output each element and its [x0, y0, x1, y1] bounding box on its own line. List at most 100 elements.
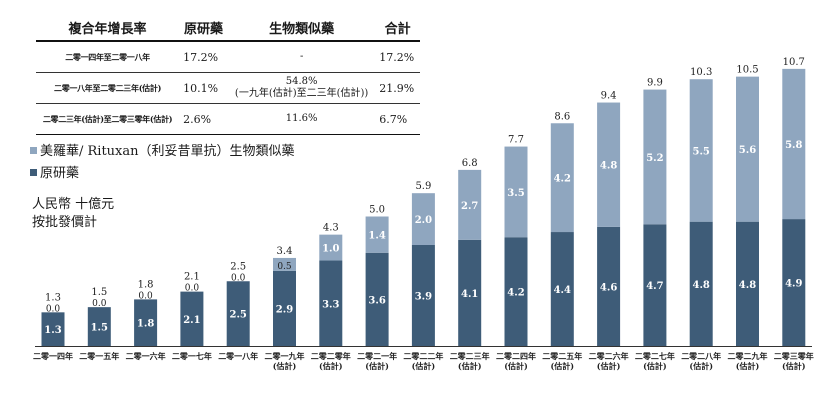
data-label-total: 7.7 — [508, 135, 524, 146]
bar-segment-originator — [504, 237, 528, 346]
data-label-total: 9.9 — [647, 78, 663, 89]
bar-segment-originator — [180, 291, 204, 346]
data-label-originator: 4.6 — [600, 282, 617, 293]
cagr-header-originator: 原研藥 — [179, 14, 229, 42]
cagr-table: 複合年增長率 原研藥 生物類似藥 合計 二零一四年至二零一八年 17.2% - … — [36, 14, 420, 135]
data-label-biosimilar: 4.8 — [600, 161, 617, 172]
data-label-biosimilar: 4.2 — [554, 174, 571, 185]
data-label-originator: 2.9 — [276, 304, 293, 315]
bar-segment-biosimilar — [458, 169, 482, 240]
x-tick-label: 二零一八年 — [218, 351, 258, 361]
data-label-total: 4.3 — [323, 223, 339, 234]
data-label-total: 5.9 — [415, 181, 431, 192]
data-label-originator: 1.8 — [137, 319, 154, 330]
bar-segment-originator — [643, 224, 667, 346]
data-label-total: 5.0 — [369, 205, 385, 216]
cagr-table-row: 二零二三年(估計)至二零三零年(估計) 2.6% 11.6% 6.7% — [36, 103, 420, 135]
bar-segment-originator — [226, 281, 250, 346]
cagr-originator-cell: 2.6% — [179, 103, 229, 135]
bar-segment-originator — [689, 221, 713, 346]
cagr-total-cell: 21.9% — [375, 72, 420, 104]
data-label-biosimilar: 1.0 — [322, 244, 339, 255]
data-label-originator: 2.5 — [229, 310, 246, 321]
bar-segment-biosimilar — [736, 76, 759, 222]
data-label-originator: 1.3 — [44, 325, 61, 336]
data-label-total: 6.8 — [462, 158, 478, 169]
data-label-biosimilar: 1.4 — [368, 231, 385, 242]
x-tick-label: 二零二七年(估計) — [635, 351, 675, 371]
bar-segment-biosimilar — [550, 123, 574, 233]
cagr-table-row: 二零一八年至二零二三年(估計) 10.1% 54.8% (一九年(估計)至二三年… — [36, 72, 420, 104]
data-label-total: 1.8 — [138, 279, 154, 290]
unit-label-basis: 按批發價計 — [32, 215, 98, 230]
bar-segment-biosimilar — [597, 102, 621, 227]
legend-item-biosimilar: 美羅華/ Rituxan（利妥昔單抗）生物類似藥 — [30, 140, 295, 159]
x-tick-label: 二零一六年 — [126, 351, 166, 361]
data-label-total: 3.4 — [277, 246, 293, 257]
data-label-biosimilar: 0.0 — [138, 291, 153, 301]
data-label-originator: 3.6 — [368, 295, 385, 306]
bar-segment-originator — [458, 239, 482, 346]
bar-segment-originator — [736, 221, 759, 346]
cagr-biosimilar-cell: 54.8% (一九年(估計)至二三年(估計)) — [228, 72, 376, 104]
cagr-header-period: 複合年增長率 — [36, 14, 180, 42]
bar-segment-originator — [273, 270, 296, 346]
data-label-biosimilar: 0.0 — [231, 273, 246, 283]
bar-segment-originator — [87, 307, 111, 346]
legend-label-originator: 原研藥 — [40, 166, 80, 181]
legend-swatch-biosimilar — [30, 147, 37, 154]
data-label-originator: 3.9 — [415, 291, 432, 302]
data-label-total: 1.5 — [91, 287, 107, 298]
data-label-biosimilar: 2.7 — [461, 201, 478, 212]
data-label-total: 8.6 — [554, 111, 570, 122]
bar-segment-originator — [41, 312, 65, 346]
x-tick-label: 二零二六年(估計) — [589, 351, 629, 371]
data-label-total: 2.5 — [230, 261, 246, 272]
cagr-table-header-row: 複合年增長率 原研藥 生物類似藥 合計 — [36, 14, 420, 42]
data-label-total: 10.3 — [690, 67, 712, 78]
bar-segment-biosimilar — [504, 146, 528, 238]
bar-segment-biosimilar — [782, 68, 806, 220]
data-label-originator: 4.8 — [739, 280, 756, 291]
cagr-total-cell: 6.7% — [375, 103, 420, 135]
cagr-originator-cell: 17.2% — [179, 41, 229, 73]
legend-label-biosimilar: 美羅華/ Rituxan（利妥昔單抗）生物類似藥 — [40, 144, 295, 159]
x-tick-label: 二零二一年(估計) — [357, 351, 397, 371]
data-label-biosimilar: 2.0 — [415, 215, 432, 226]
x-tick-label: 二零三零年(估計) — [774, 351, 814, 371]
bar-segment-biosimilar — [319, 234, 343, 261]
data-label-originator: 4.8 — [692, 280, 709, 291]
bar-segment-originator — [319, 260, 343, 346]
cagr-originator-cell: 10.1% — [179, 72, 229, 104]
data-label-originator: 4.4 — [554, 285, 571, 296]
bar-segment-originator — [782, 219, 806, 346]
data-label-originator: 4.7 — [646, 281, 663, 292]
data-label-biosimilar: 5.2 — [646, 153, 663, 164]
cagr-biosimilar-cell: 11.6% — [228, 103, 376, 135]
cagr-period-cell: 二零二三年(估計)至二零三零年(估計) — [36, 103, 180, 135]
x-tick-label: 二零二五年(估計) — [542, 351, 582, 371]
x-tick-label: 二零一五年 — [79, 351, 119, 361]
data-label-biosimilar: 0.0 — [46, 304, 61, 314]
data-label-originator: 4.9 — [785, 279, 802, 290]
bar-segment-biosimilar — [273, 257, 296, 271]
bar-segment-biosimilar — [365, 216, 389, 253]
bar-segment-biosimilar — [689, 79, 713, 222]
data-label-biosimilar: 0.0 — [92, 299, 107, 309]
data-label-total: 1.3 — [45, 292, 61, 303]
legend-swatch-originator — [30, 169, 37, 176]
x-tick-label: 二零二九年(估計) — [728, 351, 768, 371]
data-label-originator: 2.1 — [183, 315, 200, 326]
data-label-total: 9.4 — [601, 91, 617, 102]
cagr-period-cell: 二零一四年至二零一八年 — [36, 41, 180, 73]
data-label-originator: 4.1 — [461, 289, 478, 300]
x-tick-label: 二零一四年 — [33, 351, 73, 361]
cagr-period-cell: 二零一八年至二零二三年(估計) — [36, 72, 180, 104]
x-tick-label: 二零二八年(估計) — [681, 351, 721, 371]
bar-segment-biosimilar — [643, 89, 667, 225]
bar-segment-biosimilar — [411, 193, 435, 245]
data-label-total: 10.5 — [736, 65, 758, 76]
unit-label-currency: 人民幣 十億元 — [32, 197, 115, 212]
bar-segment-originator — [597, 226, 621, 346]
